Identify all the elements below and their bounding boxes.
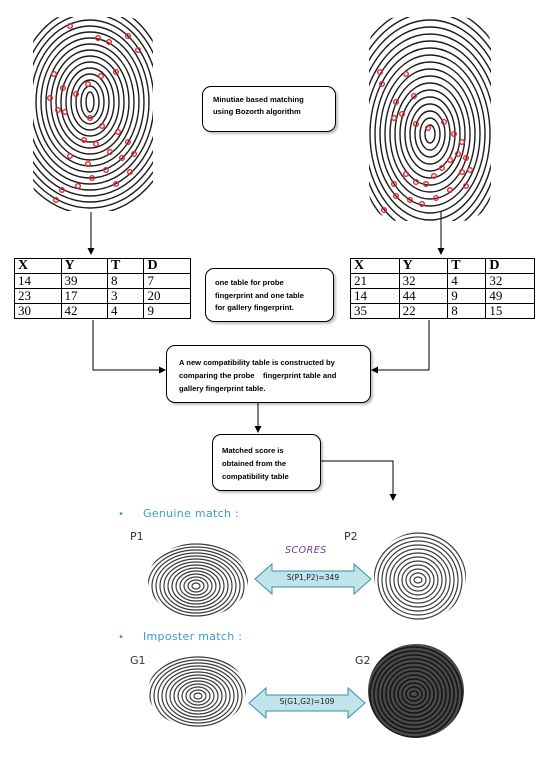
compat-line-3: gallery fingerprint table. bbox=[179, 384, 266, 393]
header-cell: D bbox=[143, 258, 191, 274]
table-row: 14 39 8 7 bbox=[14, 273, 191, 289]
genuine-score: S(P1,P2)=349 bbox=[286, 573, 340, 582]
arrow-score-to-results bbox=[321, 460, 397, 501]
genuine-double-arrow-icon bbox=[254, 562, 372, 596]
table-cell: 4 bbox=[106, 303, 145, 319]
gallery-minutiae-table: X Y T D 21 32 4 32 14 44 9 49 35 22 8 15 bbox=[350, 258, 535, 319]
note-line-1: one table for probe bbox=[215, 278, 284, 287]
table-cell: 32 bbox=[485, 273, 535, 289]
header-cell: X bbox=[350, 258, 400, 274]
gallery-fingerprint-image bbox=[369, 17, 491, 221]
header-cell: D bbox=[485, 258, 535, 274]
compatibility-box: A new compatibility table is constructed… bbox=[166, 345, 371, 403]
table-cell: 3 bbox=[106, 288, 145, 304]
imposter-left-fingerprint bbox=[148, 655, 246, 727]
header-cell: Y bbox=[398, 258, 449, 274]
probe-fingerprint-image bbox=[33, 17, 153, 211]
imposter-score: S(G1,G2)=109 bbox=[279, 697, 335, 706]
note-line-2: fingerprint and one table bbox=[215, 290, 305, 300]
imposter-left-label: G1 bbox=[130, 654, 146, 667]
minutiae-description-box: Minutiae based matching using Bozorth al… bbox=[202, 86, 336, 132]
imposter-match-title: Imposter match : bbox=[143, 630, 243, 643]
minutiae-markers bbox=[47, 22, 141, 203]
score-line-1: Matched score is bbox=[222, 446, 284, 455]
table-cell: 42 bbox=[60, 303, 108, 319]
genuine-right-fingerprint bbox=[374, 532, 466, 620]
table-cell: 23 bbox=[14, 288, 62, 304]
imposter-bullet: • bbox=[118, 632, 124, 643]
table-row: 14 44 9 49 bbox=[350, 288, 535, 304]
table-cell: 44 bbox=[398, 288, 449, 304]
table-cell: 8 bbox=[447, 303, 487, 319]
table-header-row: X Y T D bbox=[14, 258, 191, 274]
table-row: 35 22 8 15 bbox=[350, 303, 535, 319]
table-cell: 4 bbox=[447, 273, 487, 289]
imposter-double-arrow-icon bbox=[248, 686, 366, 720]
tables-note-box: one table for probe fingerprint and one … bbox=[205, 268, 334, 322]
matched-score-box: Matched score is obtained from the compa… bbox=[212, 434, 321, 491]
table-cell: 21 bbox=[350, 273, 400, 289]
table-row: 21 32 4 32 bbox=[350, 273, 535, 289]
header-cell: T bbox=[106, 258, 145, 274]
header-cell: Y bbox=[60, 258, 108, 274]
table-cell: 49 bbox=[485, 288, 535, 304]
arrow-gallery-table-to-compat bbox=[371, 320, 430, 374]
scores-label: SCORES bbox=[285, 545, 327, 556]
table-row: 30 42 4 9 bbox=[14, 303, 191, 319]
table-cell: 8 bbox=[106, 273, 145, 289]
arrow-probe-table-to-compat bbox=[92, 320, 166, 374]
minutiae-markers bbox=[376, 69, 473, 213]
imposter-right-fingerprint bbox=[368, 644, 464, 738]
note-line-3: for gallery fingerprint. bbox=[215, 303, 294, 312]
table-cell: 9 bbox=[447, 288, 487, 304]
table-cell: 15 bbox=[485, 303, 535, 319]
description-line-2: using Bozorth algorithm bbox=[213, 107, 301, 116]
compat-line-2: comparing the probe fingerprint table an… bbox=[179, 371, 337, 380]
genuine-match-title: Genuine match : bbox=[143, 507, 240, 520]
score-line-2: obtained from the bbox=[222, 459, 287, 468]
table-row: 23 17 3 20 bbox=[14, 288, 191, 304]
table-cell: 32 bbox=[398, 273, 449, 289]
table-cell: 17 bbox=[60, 288, 108, 304]
table-cell: 22 bbox=[398, 303, 449, 319]
table-cell: 9 bbox=[143, 303, 191, 319]
compat-line-1: A new compatibility table is constructed… bbox=[179, 358, 335, 367]
table-cell: 14 bbox=[14, 273, 62, 289]
header-cell: X bbox=[14, 258, 62, 274]
table-cell: 20 bbox=[143, 288, 191, 304]
genuine-bullet: • bbox=[118, 509, 124, 520]
genuine-left-label: P1 bbox=[130, 530, 144, 543]
genuine-left-fingerprint bbox=[148, 543, 248, 617]
table-header-row: X Y T D bbox=[350, 258, 535, 274]
header-cell: T bbox=[447, 258, 487, 274]
score-line-3: compatibility table bbox=[222, 472, 289, 481]
imposter-right-label: G2 bbox=[355, 654, 371, 667]
table-cell: 7 bbox=[143, 273, 191, 289]
table-cell: 14 bbox=[350, 288, 400, 304]
genuine-right-label: P2 bbox=[344, 530, 358, 543]
table-cell: 39 bbox=[60, 273, 108, 289]
description-line-1: Minutiae based matching bbox=[213, 95, 304, 104]
table-cell: 30 bbox=[14, 303, 62, 319]
probe-minutiae-table: X Y T D 14 39 8 7 23 17 3 20 30 42 4 9 bbox=[14, 258, 191, 319]
table-cell: 35 bbox=[350, 303, 400, 319]
